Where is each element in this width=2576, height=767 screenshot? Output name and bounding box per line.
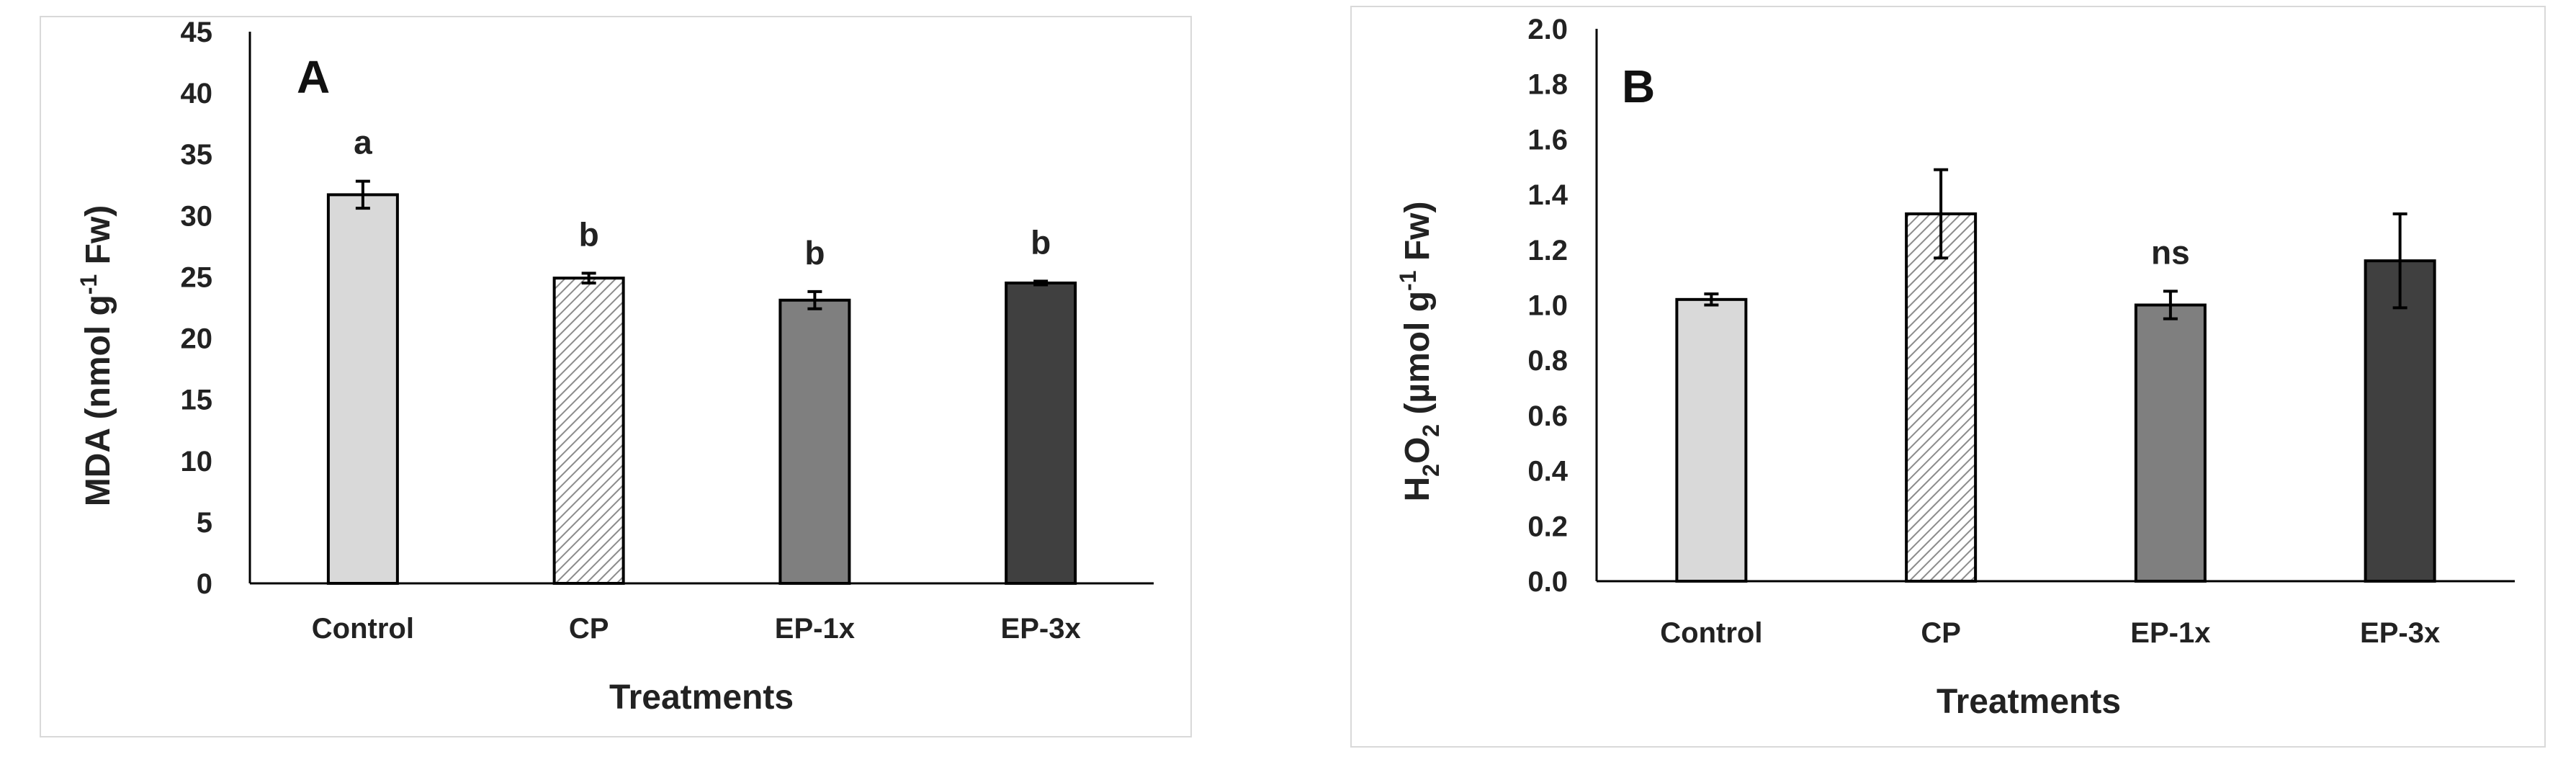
x-axis-title: Treatments [1937,683,2121,721]
x-tick-label: EP-3x [2360,617,2440,649]
panel-label: A [297,51,330,103]
significance-letter: b [1031,223,1051,261]
x-axis-title: Treatments [609,678,794,717]
y-tick-label: 0.6 [1527,400,1568,432]
x-tick-label: EP-1x [775,613,855,645]
y-tick-label: 2.0 [1527,14,1568,45]
y-tick-label: 1.6 [1527,124,1568,156]
y-tick-label: 0.4 [1527,456,1568,488]
significance-letter: b [579,215,599,253]
plot-area: 0 5 10 15 20 25 30 35 40 45 a Control b CP b EP-1x b EP-3… [181,17,1154,645]
error-bar [2163,290,2178,320]
bar-cp [552,277,625,585]
y-tick-label: 40 [181,78,213,109]
error-bar [581,272,596,284]
mda-chart: A Treatments MDA (nmol g-1 Fw) 0 5 10 15 20 2… [76,17,1154,717]
y-tick-label: 20 [181,323,213,355]
bar-ep-3x [2364,259,2436,583]
y-tick-label: 35 [181,139,213,171]
y-tick-label: 1.8 [1527,69,1568,101]
bar-control [326,193,399,585]
y-axis-title: H2O2 (µmol g-1 Fw) [1395,201,1444,501]
chart-panel-b: B Treatments H2O2 (µmol g-1 Fw) 0.0 0.2 0.… [1350,6,2546,748]
x-tick-label: EP-3x [1001,613,1081,645]
y-tick-label: 0.0 [1527,566,1568,598]
error-bar [2392,212,2407,310]
error-bar [1934,168,1949,260]
y-tick-label: 25 [181,261,213,293]
y-axis-title: MDA (nmol g-1 Fw) [76,205,117,507]
y-tick-label: 30 [181,200,213,232]
error-bar [1704,292,1719,307]
y-tick-label: 0.8 [1527,345,1568,377]
y-tick-label: 1.4 [1527,179,1568,211]
bar-ep-1x [2134,303,2207,583]
y-tick-label: 0.2 [1527,511,1568,542]
y-tick-label: 45 [181,17,213,48]
x-tick-label: CP [569,613,609,645]
significance-letter: a [354,124,372,161]
panel-label: B [1622,60,1655,112]
x-tick-label: EP-1x [2130,617,2210,649]
y-tick-label: 0 [197,568,212,600]
error-bar [807,290,822,310]
y-tick-label: 10 [181,446,213,477]
y-tick-label: 1.0 [1527,290,1568,322]
x-tick-label: Control [1660,617,1762,649]
y-tick-label: 15 [181,385,213,416]
y-tick-label: 5 [197,507,212,539]
y-tick-label: 1.2 [1527,235,1568,266]
bar-ep-3x [1005,281,1077,585]
plot-area: 0.0 0.2 0.4 0.6 0.8 1.0 1.2 1.4 1.6 1.8 2.0 Control… [1527,14,2515,649]
error-bar [1033,279,1049,287]
h2o2-chart: B Treatments H2O2 (µmol g-1 Fw) 0.00.20.… [1395,14,2515,721]
significance-letter: b [804,234,825,272]
bar-ep-1x [778,298,851,585]
bar-cp [1905,212,1978,583]
bar-control [1675,297,1748,583]
x-tick-label: Control [312,613,414,645]
significance-letter: ns [2151,233,2190,271]
chart-panel-a: A Treatments MDA (nmol g-1 Fw) 0 5 10 15 20 2… [40,16,1192,737]
error-bar [355,179,370,210]
x-tick-label: CP [1921,617,1961,649]
